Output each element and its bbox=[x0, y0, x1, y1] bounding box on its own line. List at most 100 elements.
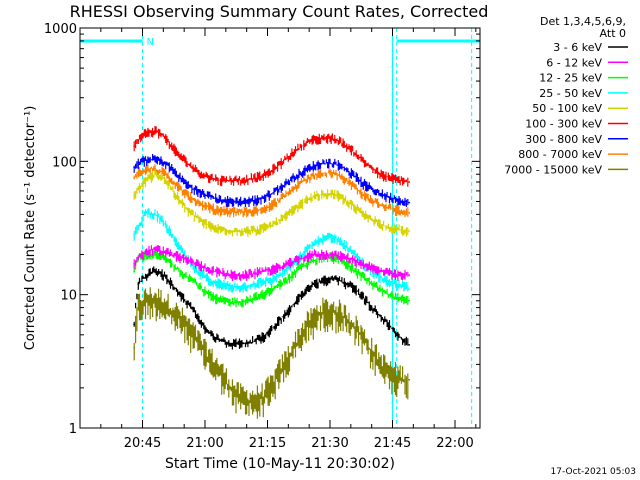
data-point bbox=[237, 200, 240, 203]
legend-label: 12 - 25 keV bbox=[539, 72, 602, 85]
data-point bbox=[379, 288, 381, 291]
data-point bbox=[279, 163, 281, 166]
series-4 bbox=[133, 169, 411, 237]
data-point bbox=[370, 270, 373, 273]
data-point bbox=[237, 274, 240, 277]
data-point bbox=[262, 270, 265, 273]
data-point bbox=[320, 162, 323, 165]
data-point bbox=[220, 272, 223, 275]
data-point bbox=[212, 363, 215, 366]
data-point bbox=[387, 371, 390, 374]
data-point bbox=[295, 259, 298, 262]
data-point bbox=[362, 160, 365, 163]
data-point bbox=[145, 250, 148, 253]
series-6 bbox=[133, 154, 411, 208]
data-point bbox=[287, 310, 290, 313]
data-point bbox=[337, 255, 340, 257]
y-tick-label: 1 bbox=[69, 422, 77, 437]
data-point bbox=[354, 152, 356, 155]
data-point bbox=[354, 259, 356, 262]
data-point bbox=[279, 283, 281, 286]
data-point bbox=[362, 338, 365, 341]
data-point bbox=[362, 182, 365, 185]
data-point bbox=[237, 396, 240, 399]
data-point bbox=[187, 303, 190, 305]
data-point bbox=[212, 197, 215, 199]
data-point bbox=[379, 222, 381, 225]
data-point bbox=[145, 274, 148, 277]
data-point bbox=[387, 206, 390, 209]
data-point bbox=[229, 230, 231, 232]
data-point bbox=[379, 270, 381, 273]
data-point bbox=[204, 174, 206, 177]
legend-label: 6 - 12 keV bbox=[546, 56, 602, 69]
data-point bbox=[287, 181, 290, 183]
x-tick-label: 20:45 bbox=[124, 436, 161, 451]
data-point bbox=[408, 378, 411, 381]
data-point bbox=[254, 229, 256, 231]
data-point bbox=[404, 285, 406, 288]
y-axis-label: Corrected Count Rate (s⁻¹ detector⁻¹) bbox=[23, 106, 38, 351]
data-point bbox=[387, 293, 390, 296]
data-point bbox=[404, 274, 406, 277]
x-tick-label: 21:00 bbox=[186, 436, 223, 451]
data-point bbox=[312, 174, 315, 177]
data-point bbox=[387, 196, 390, 198]
data-point bbox=[370, 351, 373, 354]
data-point bbox=[395, 283, 398, 286]
data-point bbox=[329, 162, 331, 164]
data-point bbox=[329, 171, 331, 174]
data-point bbox=[245, 230, 248, 232]
data-point bbox=[295, 148, 298, 151]
data-point bbox=[395, 178, 398, 181]
data-point bbox=[337, 139, 340, 142]
data-point bbox=[137, 171, 140, 174]
data-point bbox=[254, 296, 256, 299]
data-point bbox=[212, 270, 215, 273]
series-5 bbox=[133, 126, 411, 187]
data-point bbox=[154, 129, 156, 132]
series-1 bbox=[133, 245, 411, 281]
data-point bbox=[295, 299, 298, 302]
data-point bbox=[404, 200, 406, 203]
legend-label: 50 - 100 keV bbox=[532, 102, 602, 115]
data-point bbox=[204, 194, 206, 196]
data-point bbox=[354, 206, 356, 209]
legend-label: 3 - 6 keV bbox=[553, 41, 602, 54]
data-point bbox=[220, 340, 223, 342]
data-point bbox=[254, 399, 256, 402]
data-point bbox=[345, 263, 348, 265]
data-point bbox=[287, 278, 290, 281]
data-point bbox=[304, 143, 306, 145]
x-tick-label: 21:30 bbox=[311, 436, 348, 451]
data-point bbox=[154, 158, 156, 160]
data-point bbox=[204, 205, 206, 208]
data-point bbox=[245, 210, 248, 213]
legend-label: 100 - 300 keV bbox=[525, 118, 602, 131]
data-point bbox=[162, 177, 165, 179]
data-point bbox=[329, 253, 331, 256]
data-point bbox=[312, 259, 315, 262]
data-point bbox=[387, 272, 390, 275]
data-point bbox=[408, 181, 411, 183]
data-point bbox=[287, 266, 290, 269]
data-point bbox=[187, 210, 190, 213]
data-point bbox=[179, 188, 181, 190]
data-point bbox=[204, 352, 206, 355]
data-point bbox=[370, 167, 373, 170]
data-point bbox=[354, 270, 356, 273]
data-point bbox=[195, 283, 198, 286]
data-point bbox=[270, 268, 273, 271]
data-point bbox=[229, 274, 231, 277]
y-tick-label: 10 bbox=[60, 289, 77, 304]
data-point bbox=[170, 253, 173, 256]
data-point bbox=[133, 263, 136, 265]
data-point bbox=[320, 311, 323, 314]
data-point bbox=[237, 342, 240, 345]
y-tick-label: 1000 bbox=[44, 22, 77, 37]
data-point bbox=[170, 310, 173, 313]
data-point bbox=[195, 169, 198, 172]
data-point bbox=[312, 318, 315, 321]
data-point bbox=[295, 185, 298, 188]
